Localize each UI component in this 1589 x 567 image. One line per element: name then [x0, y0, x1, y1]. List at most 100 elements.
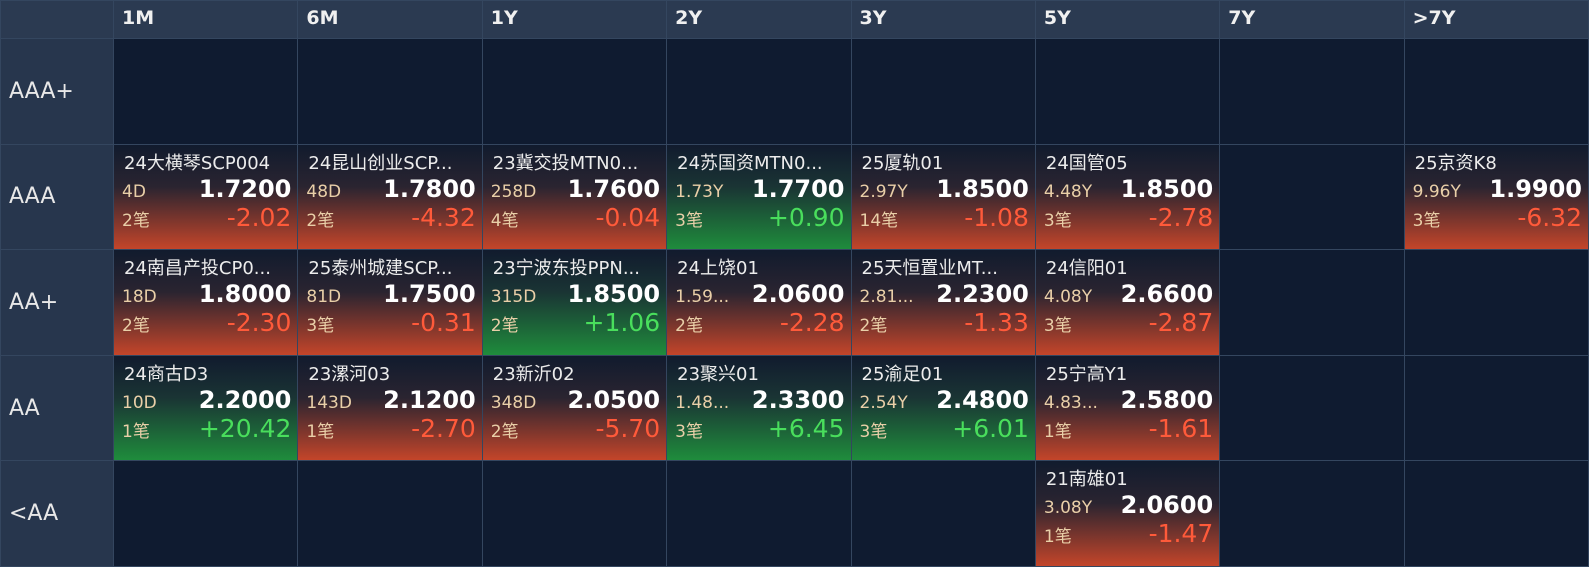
- bond-cell[interactable]: 24商古D3 10D 2.2000 1笔 +20.42: [114, 355, 298, 461]
- column-header[interactable]: 3Y: [851, 1, 1035, 38]
- term: 3.08Y: [1043, 498, 1093, 519]
- column-header[interactable]: 1M: [114, 1, 298, 38]
- bond-cell[interactable]: 24上饶01 1.59... 2.0600 2笔 -2.28: [667, 250, 851, 355]
- trade-count: 2笔: [306, 210, 335, 231]
- row-label[interactable]: AAA+: [1, 39, 113, 144]
- cell-line: 2笔 -5.70: [491, 414, 660, 443]
- yield: 1.8500: [936, 174, 1029, 203]
- bond-cell[interactable]: 23新沂02 348D 2.0500 2笔 -5.70: [482, 355, 667, 461]
- column-header[interactable]: 1Y: [482, 1, 667, 38]
- cell-line: 315D 1.8500: [491, 280, 660, 308]
- cell-line: 1.73Y 1.7700: [675, 175, 844, 203]
- change: +20.42: [198, 413, 292, 443]
- trade-count: 1笔: [306, 421, 335, 442]
- yield: 1.8500: [567, 280, 661, 309]
- trade-count: 2笔: [490, 316, 519, 337]
- bond-cell[interactable]: 25渝足01 2.54Y 2.4800 3笔 +6.01: [851, 355, 1035, 461]
- cell-line: 1.48... 2.3300: [675, 386, 844, 414]
- empty-cell: [114, 461, 298, 566]
- empty-cell: [1035, 39, 1220, 144]
- row-label[interactable]: AA+: [1, 250, 113, 355]
- cell-line: 2笔 -1.33: [860, 308, 1029, 337]
- empty-cell: [667, 461, 851, 566]
- yield: 2.1200: [383, 385, 476, 414]
- trade-count: 2笔: [122, 316, 150, 337]
- trade-count: 3笔: [675, 210, 703, 231]
- term: 2.54Y: [859, 392, 908, 413]
- bond-cell[interactable]: 25泰州城建SCP... 81D 1.7500 3笔 -0.31: [298, 250, 482, 355]
- change: -2.78: [1148, 202, 1214, 232]
- column-header[interactable]: 2Y: [667, 1, 851, 38]
- yield: 1.7500: [383, 280, 476, 309]
- change: -0.04: [595, 202, 661, 232]
- bond-cell[interactable]: 21南雄01 3.08Y 2.0600 1笔 -1.47: [1035, 461, 1220, 566]
- bond-cell[interactable]: 25京资K8 9.96Y 1.9900 3笔 -6.32: [1404, 144, 1588, 250]
- yield: 1.7700: [751, 174, 845, 203]
- trade-count: 2笔: [122, 210, 150, 231]
- cell-line: 143D 2.1200: [306, 386, 475, 414]
- column-header[interactable]: 7Y: [1220, 1, 1404, 38]
- change: -2.28: [779, 308, 845, 338]
- cell-line: 2笔 -2.28: [675, 308, 844, 337]
- yield: 1.7800: [383, 174, 476, 203]
- trade-count: 1笔: [1043, 421, 1072, 442]
- cell-line: 4.83... 2.5800: [1044, 386, 1213, 414]
- corner-header: [1, 1, 113, 38]
- row-label[interactable]: AAA: [1, 144, 113, 250]
- trade-count: 3笔: [306, 316, 335, 337]
- bond-name: 25宁高Y1: [1045, 363, 1128, 385]
- empty-cell: [1404, 39, 1588, 144]
- change: -2.30: [226, 308, 292, 338]
- cell-line: 9.96Y 1.9900: [1413, 175, 1582, 203]
- trade-count: 4笔: [490, 210, 519, 231]
- cell-line: 3笔 +6.45: [675, 414, 844, 443]
- cell-line: 4.48Y 1.8500: [1044, 175, 1213, 203]
- row-label[interactable]: AA: [1, 355, 113, 461]
- column-header[interactable]: 6M: [298, 1, 482, 38]
- bond-cell[interactable]: 23冀交投MTN0... 258D 1.7600 4笔 -0.04: [482, 144, 667, 250]
- trade-count: 14笔: [859, 210, 899, 231]
- bond-name: 24南昌产投CP0...: [124, 258, 271, 280]
- bond-cell[interactable]: 24大横琴SCP004 4D 1.7200 2笔 -2.02: [114, 144, 298, 250]
- bond-cell[interactable]: 24国管05 4.48Y 1.8500 3笔 -2.78: [1035, 144, 1220, 250]
- bond-name: 24国管05: [1045, 152, 1128, 174]
- bond-cell[interactable]: 25厦轨01 2.97Y 1.8500 14笔 -1.08: [851, 144, 1035, 250]
- empty-cell: [1220, 144, 1404, 250]
- bond-name: 24上饶01: [677, 258, 759, 280]
- row-label[interactable]: <AA: [1, 461, 113, 566]
- bond-cell[interactable]: 24苏国资MTN0... 1.73Y 1.7700 3笔 +0.90: [667, 144, 851, 250]
- term: 18D: [122, 287, 157, 308]
- bond-cell[interactable]: 24南昌产投CP0... 18D 1.8000 2笔 -2.30: [114, 250, 298, 355]
- bond-cell[interactable]: 23宁波东投PPN... 315D 1.8500 2笔 +1.06: [482, 250, 667, 355]
- empty-cell: [1404, 461, 1588, 566]
- change: -4.32: [411, 202, 476, 232]
- bond-cell[interactable]: 24信阳01 4.08Y 2.6600 3笔 -2.87: [1035, 250, 1220, 355]
- term: 2.97Y: [859, 181, 908, 202]
- yield: 1.7600: [567, 174, 661, 203]
- cell-line: 14笔 -1.08: [860, 203, 1029, 232]
- column-header[interactable]: >7Y: [1404, 1, 1588, 38]
- bond-cell[interactable]: 24昆山创业SCP... 48D 1.7800 2笔 -4.32: [298, 144, 482, 250]
- change: -1.33: [964, 308, 1029, 338]
- column-header[interactable]: 5Y: [1035, 1, 1220, 38]
- term: 2.81...: [859, 287, 914, 308]
- empty-cell: [1404, 250, 1588, 355]
- bond-name: 21南雄01: [1045, 469, 1128, 491]
- term: 348D: [490, 392, 537, 413]
- bond-cell[interactable]: 25宁高Y1 4.83... 2.5800 1笔 -1.61: [1035, 355, 1220, 461]
- bond-cell[interactable]: 25天恒置业MT... 2.81... 2.2300 2笔 -1.33: [851, 250, 1035, 355]
- trade-count: 2笔: [675, 316, 703, 337]
- bond-cell[interactable]: 23聚兴01 1.48... 2.3300 3笔 +6.45: [667, 355, 851, 461]
- change: +0.90: [767, 202, 845, 232]
- term: 258D: [490, 181, 537, 202]
- yield: 1.7200: [198, 174, 292, 203]
- yield: 1.8500: [1120, 174, 1214, 203]
- trade-count: 3笔: [675, 421, 703, 442]
- change: -2.02: [226, 202, 292, 232]
- term: 4.83...: [1043, 392, 1098, 413]
- bond-cell[interactable]: 23漯河03 143D 2.1200 1笔 -2.70: [298, 355, 482, 461]
- empty-cell: [298, 39, 482, 144]
- change: -2.70: [411, 413, 476, 443]
- cell-line: 3笔 -0.31: [306, 308, 475, 337]
- bond-name: 23冀交投MTN0...: [492, 152, 639, 174]
